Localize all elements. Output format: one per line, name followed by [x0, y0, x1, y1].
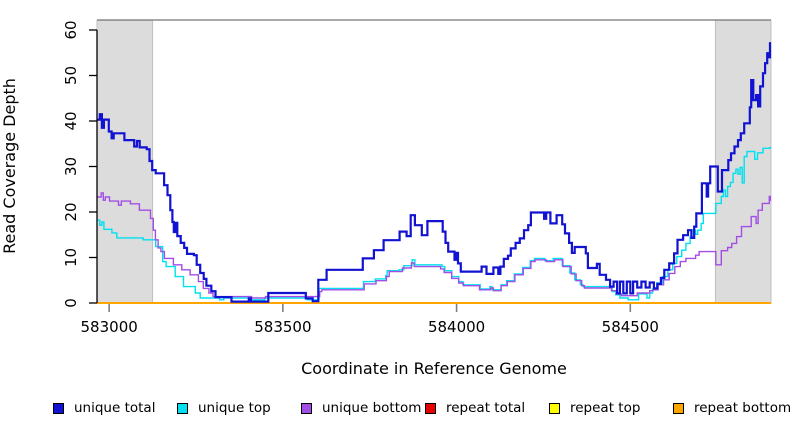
- y-tick-label: 30: [62, 157, 80, 176]
- right-repeat-region: [714, 20, 772, 304]
- legend-swatch-repeat-top: [549, 402, 560, 414]
- y-tick-label: 60: [62, 20, 80, 39]
- shaded-regions-layer: [96, 20, 772, 304]
- y-tick-label: 50: [62, 66, 80, 85]
- axes-layer: 0 10 20 30 40 50 60 583000 583500 584000 584500: [62, 20, 659, 336]
- legend-swatch-unique-bottom: [301, 402, 312, 414]
- series-line-unique-total: [97, 42, 772, 303]
- legend-label-unique-total: unique total: [74, 400, 156, 416]
- x-tick-label: 583000: [81, 318, 138, 336]
- y-tick-label: 40: [62, 111, 80, 130]
- y-axis-title: Read Coverage Depth: [0, 78, 19, 254]
- y-tick-label: 0: [62, 298, 80, 308]
- legend-item-repeat-top: repeat top: [549, 398, 640, 418]
- series-line-unique-bottom: [97, 192, 771, 299]
- legend-item-repeat-bottom: repeat bottom: [673, 398, 791, 418]
- legend-label-repeat-top: repeat top: [570, 400, 641, 416]
- x-tick-label: 584500: [602, 318, 659, 336]
- legend-swatch-repeat-bottom: [673, 402, 684, 414]
- legend-swatch-unique-total: [53, 402, 64, 414]
- y-tick-label: 20: [62, 202, 80, 221]
- x-axis-title: Coordinate in Reference Genome: [301, 359, 567, 378]
- x-tick-label: 584000: [428, 318, 485, 336]
- legend-item-unique-top: unique top: [177, 398, 271, 418]
- series-lines-layer: [97, 42, 772, 304]
- legend-swatch-unique-top: [177, 402, 188, 414]
- y-tick-label: 10: [62, 248, 80, 267]
- legend-label-unique-bottom: unique bottom: [322, 400, 422, 416]
- legend-item-repeat-total: repeat total: [425, 398, 525, 418]
- legend-item-unique-total: unique total: [53, 398, 155, 418]
- legend-item-unique-bottom: unique bottom: [301, 398, 421, 418]
- legend-swatch-repeat-total: [425, 402, 436, 414]
- x-tick-label: 583500: [254, 318, 311, 336]
- coverage-chart: 0 10 20 30 40 50 60 583000 583500 584000 584500 Co…: [0, 19, 772, 378]
- chart-legend: unique total unique top unique bottom repea…: [0, 398, 792, 422]
- left-repeat-region: [96, 20, 154, 304]
- legend-label-unique-top: unique top: [198, 400, 271, 416]
- legend-label-repeat-total: repeat total: [446, 400, 526, 416]
- legend-label-repeat-bottom: repeat bottom: [694, 400, 792, 416]
